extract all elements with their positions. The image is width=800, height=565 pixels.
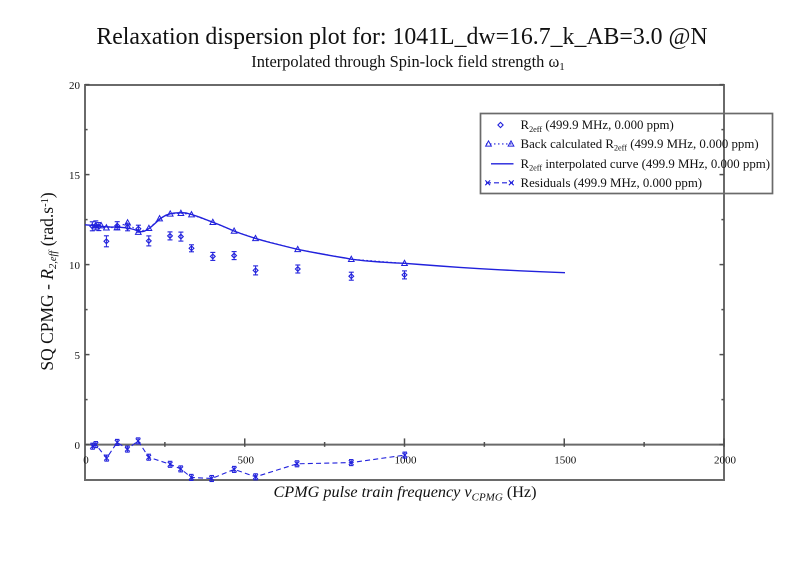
svg-text:CPMG pulse train frequency νCP: CPMG pulse train frequency νCPMG (Hz): [274, 483, 537, 503]
svg-text:10: 10: [69, 260, 81, 272]
svg-text:Back calculated R2eff (499.9 M: Back calculated R2eff (499.9 MHz, 0.000 …: [521, 137, 759, 153]
svg-text:2000: 2000: [714, 455, 737, 467]
svg-text:5: 5: [75, 350, 81, 362]
svg-text:500: 500: [238, 455, 255, 467]
svg-text:SQ CPMG - R2,eff (rad.s-1): SQ CPMG - R2,eff (rad.s-1): [37, 192, 59, 371]
svg-text:0: 0: [75, 440, 81, 452]
svg-text:1500: 1500: [554, 455, 577, 467]
svg-text:0: 0: [83, 455, 89, 467]
svg-text:Residuals (499.9 MHz, 0.000 pp: Residuals (499.9 MHz, 0.000 ppm): [521, 176, 703, 190]
svg-text:Relaxation dispersion plot for: Relaxation dispersion plot for: 1041L_dw…: [96, 24, 707, 50]
svg-text:Interpolated through Spin-lock: Interpolated through Spin-lock field str…: [251, 52, 565, 73]
svg-text:R2eff interpolated curve (499.: R2eff interpolated curve (499.9 MHz, 0.0…: [521, 157, 771, 173]
svg-text:R2eff (499.9 MHz, 0.000 ppm): R2eff (499.9 MHz, 0.000 ppm): [521, 118, 674, 134]
svg-text:20: 20: [69, 80, 81, 92]
svg-text:15: 15: [69, 170, 81, 182]
svg-text:1000: 1000: [395, 455, 418, 467]
